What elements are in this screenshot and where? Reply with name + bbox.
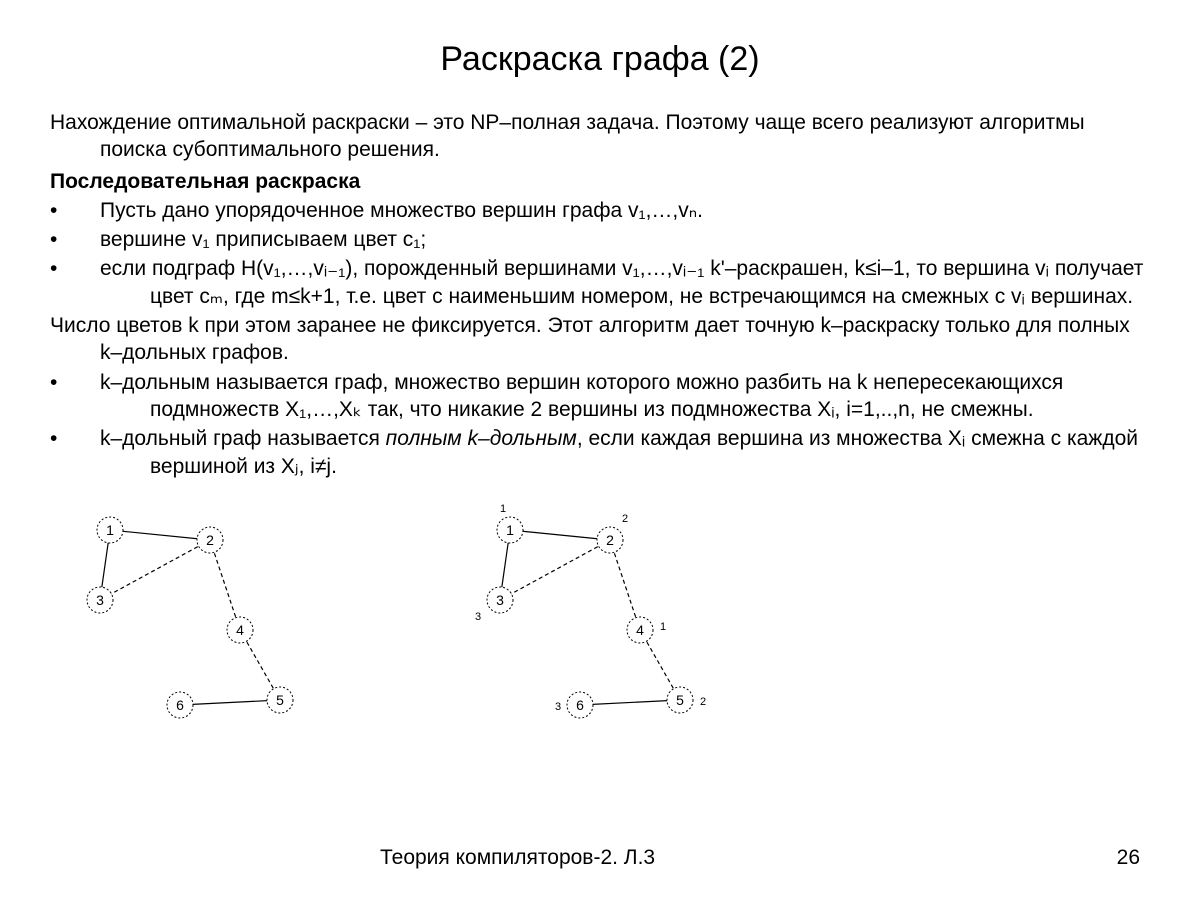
graph-edge bbox=[110, 530, 210, 540]
graph-node-label: 5 bbox=[676, 692, 684, 708]
graph-node-label: 6 bbox=[576, 697, 584, 713]
graph-edge bbox=[210, 540, 240, 630]
slide-title: Раскраска графа (2) bbox=[50, 40, 1150, 79]
bullet-item: если подграф H(v₁,…,vᵢ₋₁), порожденный в… bbox=[50, 255, 1150, 310]
bullet-item: Пусть дано упорядоченное множество верши… bbox=[50, 197, 1150, 224]
graph-node-label: 1 bbox=[106, 522, 114, 538]
graph-edge bbox=[610, 540, 640, 630]
graph-diagram-left: 1 2 3 4 5 6 bbox=[60, 500, 340, 730]
bullet-list-1: Пусть дано упорядоченное множество верши… bbox=[50, 197, 1150, 310]
graph-svg-left: 1 2 3 4 5 6 bbox=[60, 500, 340, 730]
graph-node-label: 1 bbox=[506, 522, 514, 538]
graph-ext-label: 1 bbox=[500, 503, 506, 515]
graph-node-label: 3 bbox=[96, 592, 104, 608]
bullet-item: k–дольным называется граф, множество вер… bbox=[50, 369, 1150, 424]
paragraph-2: Число цветов k при этом заранее не фикси… bbox=[50, 312, 1150, 367]
graph-node-label: 6 bbox=[176, 697, 184, 713]
intro-paragraph: Нахождение оптимальной раскраски – это N… bbox=[50, 109, 1150, 164]
graph-edge bbox=[580, 700, 680, 705]
diagrams-row: 1 2 3 4 5 6 1 2 3 4 5 6 1 2 3 1 2 3 bbox=[50, 500, 1150, 730]
bullet-item: k–дольный граф называется полным k–дольн… bbox=[50, 425, 1150, 480]
graph-node-label: 5 bbox=[276, 692, 284, 708]
graph-ext-label: 1 bbox=[660, 621, 666, 633]
graph-edge bbox=[180, 700, 280, 705]
graph-diagram-right: 1 2 3 4 5 6 1 2 3 1 2 3 bbox=[460, 500, 740, 730]
graph-ext-label: 2 bbox=[700, 696, 706, 708]
graph-svg-right: 1 2 3 4 5 6 1 2 3 1 2 3 bbox=[460, 500, 740, 730]
graph-edge bbox=[500, 540, 610, 600]
graph-ext-label: 3 bbox=[555, 701, 561, 713]
graph-ext-label: 3 bbox=[475, 611, 481, 623]
slide-content: Нахождение оптимальной раскраски – это N… bbox=[50, 109, 1150, 730]
footer-course: Теория компиляторов-2. Л.3 bbox=[380, 846, 780, 870]
graph-node-label: 3 bbox=[496, 592, 504, 608]
bullet-item: вершине v₁ приписываем цвет c₁; bbox=[50, 226, 1150, 253]
graph-node-label: 4 bbox=[636, 622, 644, 638]
graph-ext-label: 2 bbox=[622, 513, 628, 525]
slide-footer: Теория компиляторов-2. Л.3 26 bbox=[0, 846, 1200, 870]
graph-edge bbox=[510, 530, 610, 540]
graph-node-label: 2 bbox=[206, 532, 214, 548]
subheading: Последовательная раскраска bbox=[50, 168, 1150, 195]
graph-edge bbox=[100, 540, 210, 600]
bullet-list-2: k–дольным называется граф, множество вер… bbox=[50, 369, 1150, 480]
graph-node-label: 2 bbox=[606, 532, 614, 548]
footer-page-number: 26 bbox=[1117, 846, 1140, 870]
graph-node-label: 4 bbox=[236, 622, 244, 638]
